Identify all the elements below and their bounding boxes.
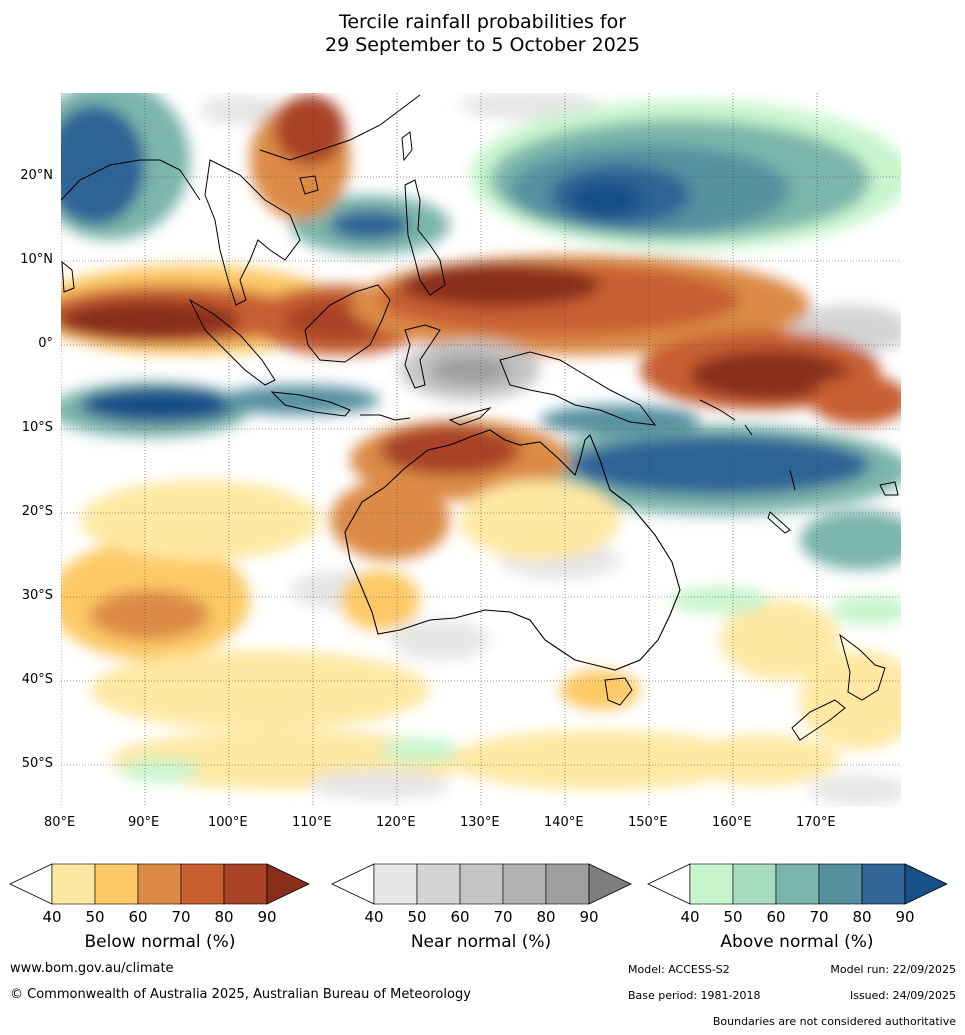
lat-label: 20°N — [20, 168, 53, 183]
colorbar-tick-label: 50 — [723, 908, 742, 926]
colorbar-segment — [502, 863, 547, 905]
colorbar-segment — [94, 863, 139, 905]
footer-issued: Issued: 24/09/2025 — [849, 989, 956, 1002]
colorbar-segment — [223, 863, 268, 905]
colorbar-tick-label: 40 — [42, 908, 61, 926]
colorbar-segment — [137, 863, 182, 905]
colorbar-segment — [861, 863, 906, 905]
colorbar-tick-label: 40 — [680, 908, 699, 926]
colorbar-segment — [51, 863, 96, 905]
lon-label: 170°E — [796, 815, 836, 830]
colorbar-segment — [373, 863, 418, 905]
lon-label: 160°E — [712, 815, 752, 830]
footer-website: www.bom.gov.au/climate — [10, 961, 174, 976]
footer-disclaimer: Boundaries are not considered authoritat… — [712, 1015, 956, 1028]
lat-label: 30°S — [21, 588, 53, 603]
lat-label: 10°S — [21, 420, 53, 435]
colorbar-tick-label: 80 — [214, 908, 233, 926]
footer-model-run: Model run: 22/09/2025 — [830, 963, 956, 976]
colorbar-title-below: Below normal (%) — [84, 932, 236, 952]
colorbar-tick-label: 60 — [450, 908, 469, 926]
colorbar-tick-label: 90 — [257, 908, 276, 926]
probability-field — [61, 93, 901, 807]
colorbar-tick-label: 50 — [85, 908, 104, 926]
lon-label: 140°E — [544, 815, 584, 830]
lon-label: 120°E — [376, 815, 416, 830]
lat-label: 20°S — [21, 504, 53, 519]
footer-copyright: © Commonwealth of Australia 2025, Austra… — [10, 987, 471, 1002]
lat-label: 40°S — [21, 672, 53, 687]
colorbar-extend-high — [588, 863, 632, 905]
colorbar-tick-label: 40 — [364, 908, 383, 926]
lon-label: 130°E — [460, 815, 500, 830]
colorbar-segment — [818, 863, 863, 905]
colorbar-segment — [180, 863, 225, 905]
colorbar-legends: 40 50 60 70 80 90 40 50 60 70 80 90 40 50 60 70 80 90 — [9, 863, 948, 926]
colorbar-tick-label: 80 — [536, 908, 555, 926]
footer-model: Model: ACCESS-S2 — [628, 963, 730, 976]
lon-label: 90°E — [128, 815, 160, 830]
lon-label: 100°E — [208, 815, 248, 830]
colorbar-extend-low — [331, 863, 375, 905]
colorbar-tick-label: 70 — [493, 908, 512, 926]
footer-base-period: Base period: 1981-2018 — [628, 989, 761, 1002]
colorbar-extend-high — [266, 863, 310, 905]
colorbar-segment — [416, 863, 461, 905]
colorbar-title-near: Near normal (%) — [410, 932, 552, 952]
colorbar-extend-low — [9, 863, 53, 905]
colorbar-extend-high — [904, 863, 948, 905]
lat-label: 0° — [38, 336, 53, 351]
colorbar-tick-label: 70 — [809, 908, 828, 926]
lon-label: 110°E — [292, 815, 332, 830]
colorbar-tick-label: 70 — [171, 908, 190, 926]
colorbar-tick-label: 90 — [579, 908, 598, 926]
colorbar-tick-label: 50 — [407, 908, 426, 926]
colorbar-tick-label: 90 — [895, 908, 914, 926]
colorbar-segment — [689, 863, 734, 905]
map-title-line1: Tercile rainfall probabilities for — [338, 11, 627, 33]
lat-label: 10°N — [20, 252, 53, 267]
colorbar-tick-label: 80 — [852, 908, 871, 926]
colorbar-tick-label: 60 — [766, 908, 785, 926]
colorbar-tick-label: 60 — [128, 908, 147, 926]
colorbar-segment — [775, 863, 820, 905]
map-title-line2: 29 September to 5 October 2025 — [325, 34, 640, 56]
colorbar-segment — [545, 863, 590, 905]
colorbar-title-above: Above normal (%) — [720, 932, 874, 952]
colorbar-extend-low — [647, 863, 691, 905]
lat-label: 50°S — [21, 756, 53, 771]
colorbar-segment — [459, 863, 504, 905]
lon-label: 80°E — [44, 815, 76, 830]
lon-label: 150°E — [628, 815, 668, 830]
colorbar-segment — [732, 863, 777, 905]
